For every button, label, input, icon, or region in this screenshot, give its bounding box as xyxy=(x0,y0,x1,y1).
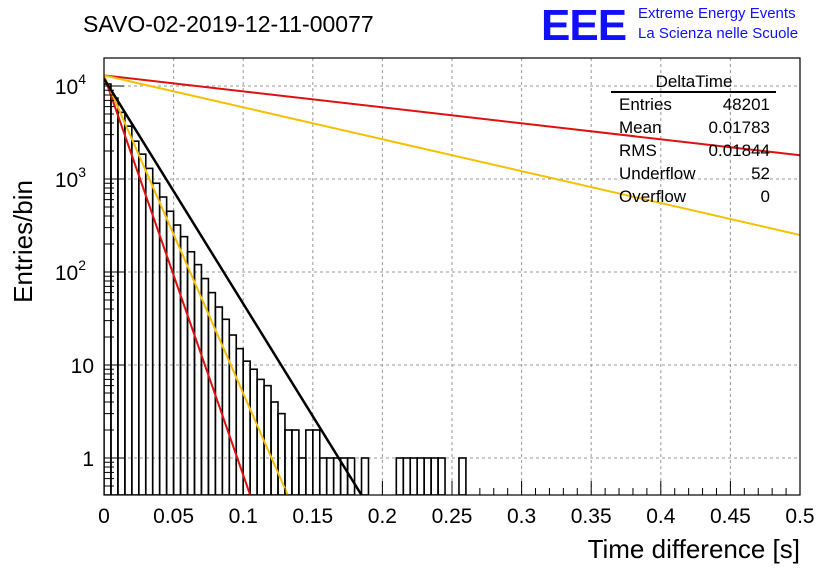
histogram-bin xyxy=(117,111,126,495)
logo-line-2: La Scienza nelle Scuole xyxy=(638,25,798,42)
histogram-bin xyxy=(110,97,119,495)
histogram-bin xyxy=(430,457,439,495)
x-tick-label: 0.3 xyxy=(507,505,536,528)
stats-row-label: Mean xyxy=(619,118,662,137)
histogram-bin xyxy=(395,457,405,495)
x-tick-label: 0.1 xyxy=(229,505,258,528)
histogram-bin xyxy=(131,140,140,495)
histogram-bin xyxy=(270,401,279,495)
histogram-bin xyxy=(104,83,112,495)
stats-row-label: Overflow xyxy=(619,187,687,206)
stats-name: DeltaTime xyxy=(656,72,733,91)
x-axis-label: Time difference [s] xyxy=(588,534,800,564)
stats-row-label: Underflow xyxy=(619,164,696,183)
stats-row-label: Entries xyxy=(619,95,672,114)
histogram-bin xyxy=(346,457,356,495)
histogram-bin xyxy=(332,457,342,495)
histogram-bin xyxy=(172,224,182,495)
y-tick-label: 10 xyxy=(71,355,94,378)
y-axis: 1 10 102 103 104 xyxy=(55,57,124,496)
stats-row-value: 0.01783 xyxy=(709,118,770,137)
x-axis: 0 0.05 0.1 0.15 0.2 0.25 0.3 0.35 0.4 0.45 0.5 xyxy=(98,481,815,528)
eee-logo: EEE Extreme Energy Events La Scienza nel… xyxy=(541,1,798,50)
fit-line xyxy=(104,77,363,495)
histogram-bin xyxy=(458,457,467,495)
fit-line xyxy=(104,74,800,236)
histogram-bin xyxy=(325,457,335,495)
x-tick-label: 0 xyxy=(98,505,110,528)
y-tick-label: 103 xyxy=(55,164,86,192)
logo-line-1: Extreme Energy Events xyxy=(638,5,796,22)
stats-row-label: RMS xyxy=(619,141,657,160)
histogram-bin xyxy=(437,457,446,495)
x-tick-label: 0.5 xyxy=(785,505,814,528)
grid xyxy=(104,58,800,495)
histogram-bin xyxy=(416,457,425,495)
histogram-bin xyxy=(291,429,300,495)
x-tick-label: 0.35 xyxy=(571,505,612,528)
histogram-bin xyxy=(409,457,418,495)
histogram-bin xyxy=(124,125,133,495)
x-tick-label: 0.4 xyxy=(646,505,676,528)
histogram-bin xyxy=(249,368,258,495)
histogram-bin xyxy=(186,250,196,495)
x-tick-label: 0.2 xyxy=(368,505,397,528)
histogram-bin xyxy=(318,457,328,495)
histogram-bin xyxy=(165,210,175,495)
stats-row-value: 0.01844 xyxy=(709,141,770,160)
y-tick-label: 1 xyxy=(82,448,94,471)
histogram-bin xyxy=(311,429,321,495)
stats-row-value: 0 xyxy=(761,187,770,206)
histogram-bin xyxy=(144,167,154,495)
histogram-bin xyxy=(138,153,147,495)
fit-line xyxy=(104,75,252,495)
y-tick-label: 102 xyxy=(55,257,86,285)
histogram-bin xyxy=(179,235,189,495)
histogram-bin xyxy=(305,429,314,495)
fit-lines xyxy=(104,74,800,495)
histogram-bin xyxy=(228,334,238,495)
y-axis-label: Entries/bin xyxy=(8,180,38,303)
fit-line xyxy=(104,74,800,157)
histogram-bin xyxy=(242,360,251,495)
histogram-bin xyxy=(402,457,412,495)
fit-line xyxy=(104,74,289,495)
x-tick-label: 0.25 xyxy=(432,505,473,528)
run-title: SAVO-02-2019-12-11-00077 xyxy=(83,11,374,37)
x-tick-label: 0.45 xyxy=(710,505,751,528)
stats-row-value: 48201 xyxy=(723,95,770,114)
histogram-bin xyxy=(158,196,168,495)
histogram-bin xyxy=(360,457,370,495)
histogram-bin xyxy=(263,384,272,495)
histogram-bin xyxy=(298,457,307,495)
histogram-bin xyxy=(423,457,432,495)
histogram-bin xyxy=(284,429,293,495)
stats-box: DeltaTime Entries 48201 Mean 0.01783 RMS 0.01… xyxy=(611,72,776,206)
histogram-bin xyxy=(193,263,203,495)
stats-row-value: 52 xyxy=(751,164,770,183)
x-tick-label: 0.15 xyxy=(292,505,333,528)
y-tick-label: 104 xyxy=(55,71,86,99)
logo-letters: EEE xyxy=(541,1,626,50)
x-tick-label: 0.05 xyxy=(153,505,194,528)
